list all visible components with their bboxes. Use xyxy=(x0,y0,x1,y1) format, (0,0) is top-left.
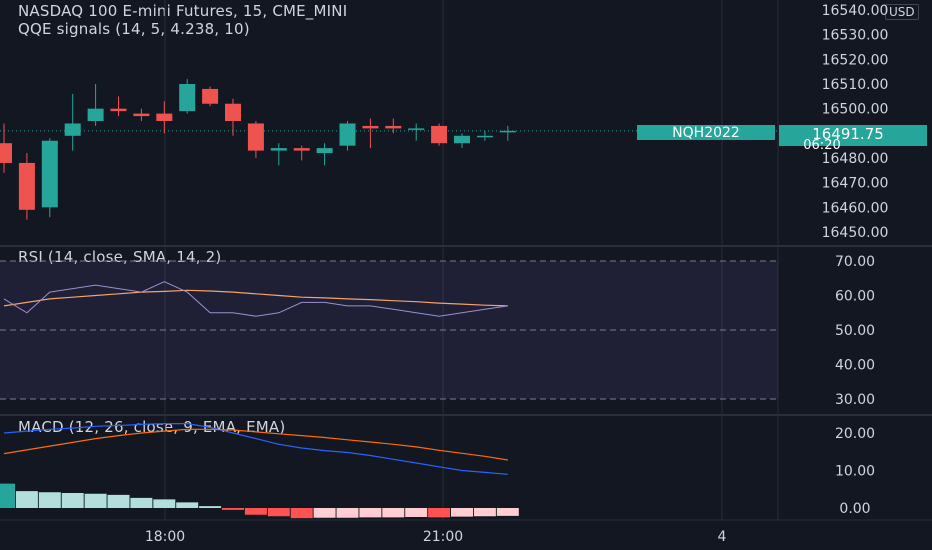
macd-histogram-bar xyxy=(405,508,428,517)
y-tick-label: 16530.00 xyxy=(822,28,889,44)
macd-histogram-bar xyxy=(130,497,153,508)
candle-body xyxy=(0,143,12,163)
candle-body xyxy=(225,103,241,121)
candle-body xyxy=(454,135,470,144)
y-tick-label: 30.00 xyxy=(835,392,875,408)
macd-histogram-bar xyxy=(496,508,519,516)
candle-body xyxy=(431,125,448,144)
macd-histogram-bar xyxy=(61,493,84,508)
y-tick-label: 70.00 xyxy=(835,254,875,270)
currency-label[interactable]: USD xyxy=(885,4,919,20)
rsi-ma-line xyxy=(3,289,508,307)
candle-body xyxy=(202,88,219,104)
macd-histogram-bar xyxy=(176,502,199,508)
candle-body xyxy=(385,125,402,129)
macd-histogram-bar xyxy=(473,508,496,517)
y-tick-label: 50.00 xyxy=(835,323,875,339)
symbol-tag: NQH2022 xyxy=(672,125,740,141)
y-tick-label: 16470.00 xyxy=(822,176,889,192)
qqe-indicator-title[interactable]: QQE signals (14, 5, 4.238, 10) xyxy=(18,20,250,38)
candle-body xyxy=(270,148,287,151)
macd-histogram-bar xyxy=(382,508,405,518)
x-tick-label: 4 xyxy=(718,529,727,545)
macd-pane xyxy=(0,423,519,519)
y-tick-label: 16500.00 xyxy=(822,102,889,118)
macd-histogram-bar xyxy=(38,492,61,508)
bar-countdown: 06:20 xyxy=(803,138,840,153)
rsi-band xyxy=(0,260,778,400)
y-tick-label: 16450.00 xyxy=(822,225,889,241)
last-price-tag: 16491.75 xyxy=(812,125,884,143)
candle-body xyxy=(316,148,333,154)
candle-body xyxy=(133,113,150,117)
macd-histogram-bar xyxy=(451,508,473,517)
rsi-line xyxy=(3,281,508,317)
macd-histogram-bar xyxy=(359,508,382,518)
macd-histogram-bar xyxy=(15,491,38,508)
candle-body xyxy=(247,123,264,151)
y-tick-label: 20.00 xyxy=(835,426,875,442)
symbol-tag-bg xyxy=(637,125,775,140)
rsi-band-fill xyxy=(0,261,778,399)
y-tick-label: 16540.00 xyxy=(822,3,889,19)
y-tick-label: 16520.00 xyxy=(822,52,889,68)
candle-body xyxy=(476,135,493,138)
candle-body xyxy=(362,125,379,129)
candle-body xyxy=(87,108,104,121)
macd-histogram-bar xyxy=(336,508,359,518)
y-tick-label: 40.00 xyxy=(835,358,875,374)
y-tick-label: 16510.00 xyxy=(822,77,889,93)
macd-histogram-bar xyxy=(153,499,176,508)
y-tick-label: 16460.00 xyxy=(822,200,889,216)
candle-body xyxy=(156,113,173,121)
macd-histogram-bar xyxy=(222,508,244,510)
macd-histogram-bar xyxy=(107,494,130,508)
symbol-title[interactable]: NASDAQ 100 E-mini Futures, 15, CME_MINI xyxy=(18,2,348,20)
candle-body xyxy=(64,123,81,136)
grid-lines xyxy=(0,0,932,521)
macd-histogram-bar xyxy=(199,506,222,508)
signal-line xyxy=(3,428,508,461)
x-tick-label: 21:00 xyxy=(423,529,463,545)
axes: 16540.00 16530.00 16520.00 16510.00 16500.00… xyxy=(145,3,889,545)
y-tick-label: 10.00 xyxy=(835,464,875,480)
y-tick-label: 60.00 xyxy=(835,289,875,305)
candle-body xyxy=(41,140,58,208)
candle-body xyxy=(179,84,196,112)
candle-body xyxy=(110,108,127,112)
macd-histogram-bar xyxy=(267,508,290,517)
candle-body xyxy=(499,130,516,133)
macd-indicator-title[interactable]: MACD (12, 26, close, 9, EMA, EMA) xyxy=(18,418,286,436)
macd-histogram-bar xyxy=(290,508,313,519)
y-tick-label: 16480.00 xyxy=(822,151,889,167)
rsi-pane xyxy=(3,281,508,317)
macd-histogram-bar xyxy=(84,493,107,508)
candle-body xyxy=(339,123,356,146)
y-tick-label: 0.00 xyxy=(839,501,870,517)
macd-histogram-bar xyxy=(313,508,336,518)
candle-body xyxy=(408,128,425,130)
x-tick-label: 18:00 xyxy=(145,529,185,545)
macd-histogram-bar xyxy=(428,508,451,518)
candle-body xyxy=(18,162,35,210)
macd-histogram-bar xyxy=(244,508,267,515)
macd-line xyxy=(3,423,508,475)
price-pane xyxy=(0,79,778,220)
last-price-tag-bg xyxy=(779,125,927,146)
candle-body xyxy=(293,148,310,151)
price-tags: NQH2022 16491.75 06:20 xyxy=(637,125,927,153)
macd-histogram-bar xyxy=(0,483,15,508)
